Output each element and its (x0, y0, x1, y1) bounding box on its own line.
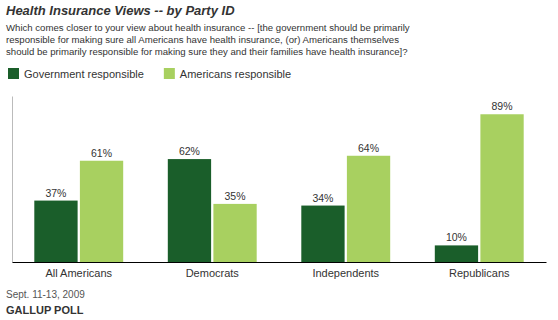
legend-label: Americans responsible (180, 68, 291, 80)
x-tick-label: Democrats (186, 267, 240, 279)
legend-swatch (8, 68, 19, 79)
bar (435, 245, 478, 262)
x-tick-label: All Americans (45, 267, 112, 279)
legend-item: Americans responsible (164, 68, 291, 80)
bar (168, 159, 211, 262)
legend-item: Government responsible (8, 68, 144, 80)
data-label: 62% (179, 145, 200, 157)
bar (480, 114, 523, 262)
x-tick: All Americans (45, 267, 112, 279)
data-label: 10% (446, 231, 467, 243)
bars (34, 114, 523, 262)
x-tick-label: Republicans (449, 267, 510, 279)
legend: Government responsible Americans responsi… (8, 68, 291, 80)
subtitle-line: should be primarily responsible for maki… (6, 46, 408, 57)
title: Health Insurance Views -- by Party ID (6, 3, 235, 18)
data-label: 34% (312, 192, 333, 204)
footnote: Sept. 11-13, 2009 (6, 289, 85, 300)
bar (80, 161, 123, 262)
chart: Health Insurance Views -- by Party ID Whi… (0, 0, 558, 320)
plot: 37% 62% 34% 10% 61% 35% 64% 89% All Americans Dem… (13, 97, 547, 279)
source: GALLUP POLL (6, 304, 84, 316)
legend-swatch (164, 68, 175, 79)
y-axis (12, 97, 13, 263)
bar (301, 206, 344, 262)
bar (213, 204, 256, 262)
subtitle-line: responsible for making sure all American… (6, 34, 399, 45)
legend-label: Government responsible (24, 68, 144, 80)
x-tick: Independents (312, 267, 379, 279)
data-label: 35% (225, 190, 246, 202)
bar (347, 156, 390, 262)
x-tick: Democrats (186, 267, 240, 279)
x-tick: Republicans (449, 267, 510, 279)
x-tick-label: Independents (312, 267, 379, 279)
data-label: 37% (45, 187, 66, 199)
data-label: 61% (91, 147, 112, 159)
x-axis: All Americans Democrats Independents Republ… (13, 263, 547, 279)
data-label: 89% (492, 100, 513, 112)
data-labels: 37% 62% 34% 10% 61% 35% 64% 89% (45, 100, 512, 243)
y-axis-line (12, 97, 13, 263)
x-axis-line (13, 262, 547, 263)
subtitle: Which comes closer to your view about he… (6, 22, 410, 57)
data-label: 64% (358, 142, 379, 154)
bar (34, 201, 77, 262)
subtitle-line: Which comes closer to your view about he… (6, 22, 410, 33)
